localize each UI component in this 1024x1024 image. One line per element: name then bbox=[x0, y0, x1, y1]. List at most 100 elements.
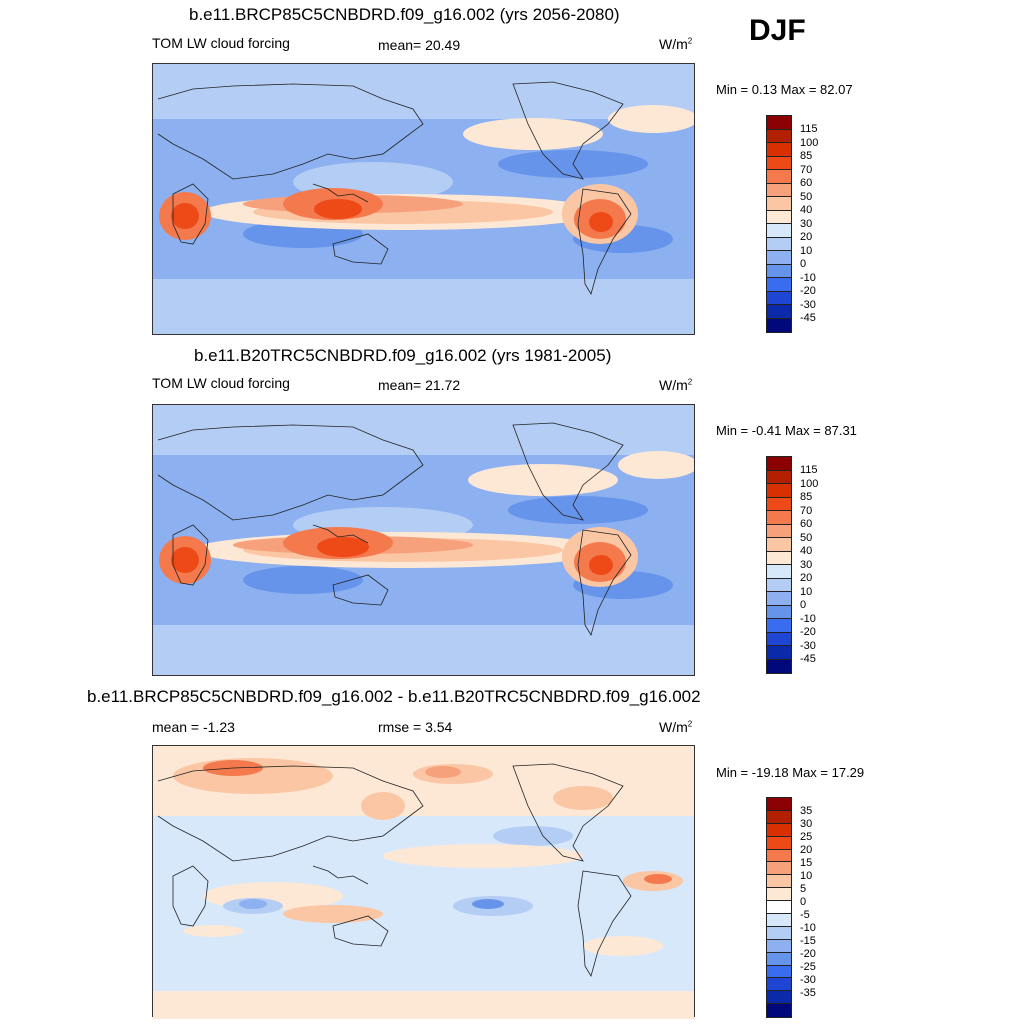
panel2-mean: mean= 21.72 bbox=[378, 377, 461, 393]
panel2-colorbar-box bbox=[767, 511, 791, 525]
panel1-colorbar-label: 40 bbox=[800, 204, 813, 216]
panel3-colorbar-label: -5 bbox=[800, 909, 810, 921]
panel3-colorbar-label: 35 bbox=[800, 805, 813, 817]
panel3-colorbar bbox=[766, 797, 792, 1019]
panel1-colorbar-box bbox=[767, 251, 791, 265]
panel3-colorbar-box bbox=[767, 978, 791, 992]
panel1-map bbox=[152, 63, 698, 335]
panel2-colorbar-box bbox=[767, 632, 791, 646]
panel3-colorbar-label: -35 bbox=[800, 987, 816, 999]
panel3-colorbar-box bbox=[767, 862, 791, 876]
panel2-colorbar-label: -20 bbox=[800, 626, 816, 638]
panel1-colorbar-label: -10 bbox=[800, 272, 816, 284]
panel1-colorbar-box bbox=[767, 116, 791, 130]
panel3-colorbar-label: -20 bbox=[800, 948, 816, 960]
panel3-colorbar-box bbox=[767, 926, 791, 940]
panel1-colorbar bbox=[766, 115, 792, 333]
panel1-colorbar-label: 0 bbox=[800, 258, 807, 270]
panel1-colorbar-box bbox=[767, 197, 791, 211]
panel3-rmse: rmse = 3.54 bbox=[378, 719, 453, 735]
panel3-units: W/m2 bbox=[659, 719, 693, 735]
panel1-colorbar-label: 85 bbox=[800, 150, 813, 162]
panel2-colorbar-box bbox=[767, 551, 791, 565]
panel3-map-field bbox=[153, 746, 694, 1019]
panel2-colorbar-box bbox=[767, 470, 791, 484]
panel3-colorbar-box bbox=[767, 1004, 791, 1018]
panel3-colorbar-box bbox=[767, 914, 791, 927]
panel2-colorbar-label: -10 bbox=[800, 613, 816, 625]
panel3-colorbar-label: -15 bbox=[800, 935, 816, 947]
panel2-minmax: Min = -0.41 Max = 87.31 bbox=[716, 423, 857, 438]
panel1-colorbar-box bbox=[767, 291, 791, 305]
panel3-colorbar-box bbox=[767, 991, 791, 1005]
panel3-colorbar-box bbox=[767, 798, 791, 811]
panel1-colorbar-box bbox=[767, 237, 791, 251]
panel2-colorbar-label: 50 bbox=[800, 532, 813, 544]
panel1-colorbar-box bbox=[767, 143, 791, 157]
panel3-colorbar-label: -10 bbox=[800, 922, 816, 934]
panel1-colorbar-box bbox=[767, 278, 791, 292]
panel1-map-field bbox=[153, 64, 698, 334]
panel1-units: W/m2 bbox=[659, 36, 693, 52]
panel3-colorbar-box bbox=[767, 888, 791, 902]
panel3-colorbar-label: 25 bbox=[800, 831, 813, 843]
panel1-colorbar-label: 100 bbox=[800, 137, 819, 149]
panel2-colorbar-label: 100 bbox=[800, 478, 819, 490]
panel2-colorbar-box bbox=[767, 592, 791, 606]
panel1-colorbar-box bbox=[767, 156, 791, 170]
panel3-colorbar-box bbox=[767, 823, 791, 837]
panel2-colorbar-box bbox=[767, 538, 791, 552]
panel3-title: b.e11.BRCP85C5CNBDRD.f09_g16.002 - b.e11… bbox=[87, 687, 701, 706]
panel1-colorbar-box bbox=[767, 264, 791, 278]
panel3-mean: mean = -1.23 bbox=[152, 719, 235, 735]
panel3-colorbar-label: 20 bbox=[800, 844, 813, 856]
panel2-colorbar-label: 85 bbox=[800, 491, 813, 503]
panel2-colorbar bbox=[766, 456, 792, 674]
panel2-map bbox=[152, 404, 698, 676]
panel2-colorbar-label: 10 bbox=[800, 586, 813, 598]
panel2-colorbar-label: 30 bbox=[800, 559, 813, 571]
panel3-colorbar-box bbox=[767, 939, 791, 953]
panel1-variable: TOM LW cloud forcing bbox=[152, 35, 290, 51]
panel2-colorbar-label: 0 bbox=[800, 599, 807, 611]
panel1-colorbar-label: -20 bbox=[800, 285, 816, 297]
panel1-colorbar-box bbox=[767, 129, 791, 143]
panel1-colorbar-label: 30 bbox=[800, 218, 813, 230]
panel2-colorbar-box bbox=[767, 497, 791, 511]
panel2-colorbar-label: 115 bbox=[800, 464, 818, 476]
panel1-mean: mean= 20.49 bbox=[378, 37, 461, 53]
panel2-variable: TOM LW cloud forcing bbox=[152, 375, 290, 391]
panel2-colorbar-box bbox=[767, 659, 791, 673]
panel1-colorbar-label: 70 bbox=[800, 164, 813, 176]
panel2-colorbar-box bbox=[767, 484, 791, 498]
panel2-colorbar-label: 40 bbox=[800, 545, 813, 557]
panel3-colorbar-label: 10 bbox=[800, 870, 813, 882]
panel2-map-field bbox=[153, 405, 698, 675]
panel1-colorbar-label: -45 bbox=[800, 312, 816, 324]
panel2-colorbar-box bbox=[767, 605, 791, 619]
panel1-colorbar-box bbox=[767, 224, 791, 238]
panel2-colorbar-box bbox=[767, 457, 791, 471]
panel2-title: b.e11.B20TRC5CNBDRD.f09_g16.002 (yrs 198… bbox=[194, 346, 612, 365]
panel1-minmax: Min = 0.13 Max = 82.07 bbox=[716, 82, 853, 97]
panel1-colorbar-label: 50 bbox=[800, 191, 813, 203]
panel3-colorbar-box bbox=[767, 849, 791, 863]
panel3-colorbar-box bbox=[767, 875, 791, 889]
panel3-colorbar-box bbox=[767, 901, 791, 915]
panel1-colorbar-box bbox=[767, 183, 791, 197]
panel3-colorbar-label: 15 bbox=[800, 857, 813, 869]
panel2-colorbar-label: -30 bbox=[800, 640, 816, 652]
panel2-colorbar-label: 60 bbox=[800, 518, 813, 530]
panel1-colorbar-box bbox=[767, 318, 791, 332]
panel3-minmax: Min = -19.18 Max = 17.29 bbox=[716, 765, 865, 780]
panel1-colorbar-label: 20 bbox=[800, 231, 813, 243]
panel2-colorbar-label: 70 bbox=[800, 505, 813, 517]
panel3-colorbar-label: -30 bbox=[800, 974, 816, 986]
panel2-colorbar-box bbox=[767, 646, 791, 660]
panel1-colorbar-box bbox=[767, 305, 791, 319]
panel2-colorbar-box bbox=[767, 578, 791, 592]
panel2-colorbar-box bbox=[767, 565, 791, 579]
panel3-colorbar-box bbox=[767, 836, 791, 850]
panel3-colorbar-box bbox=[767, 965, 791, 979]
panel3-colorbar-label: 30 bbox=[800, 818, 813, 830]
